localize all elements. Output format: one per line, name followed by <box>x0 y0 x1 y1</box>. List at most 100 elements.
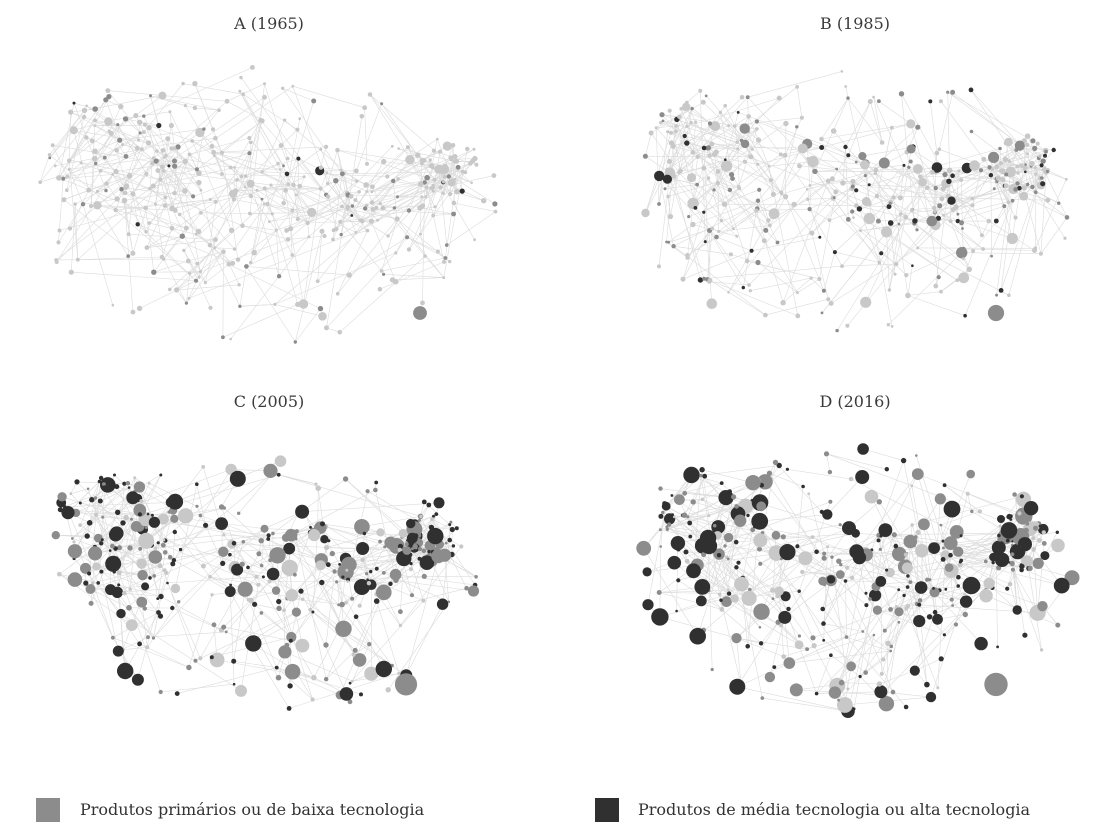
network-edge <box>69 150 164 229</box>
network-node <box>147 221 151 225</box>
network-node <box>126 232 131 237</box>
network-node <box>1041 168 1045 172</box>
network-node <box>285 237 291 242</box>
network-node <box>192 80 198 87</box>
network-node <box>117 583 121 587</box>
network-node <box>101 515 105 519</box>
network-edge <box>814 165 905 172</box>
network-node <box>56 175 62 181</box>
network-node <box>294 537 298 541</box>
network-node <box>808 184 812 187</box>
network-node <box>365 190 369 193</box>
network-node <box>776 462 782 469</box>
network-edge <box>876 195 1048 201</box>
network-node <box>493 209 498 214</box>
network-edge <box>160 596 222 631</box>
network-edge <box>377 207 395 221</box>
network-node <box>699 529 717 547</box>
network-node <box>97 479 102 484</box>
network-node <box>798 551 813 566</box>
network-edge <box>797 278 820 293</box>
network-node <box>717 229 721 234</box>
network-node <box>872 605 882 615</box>
network-edge <box>775 462 823 513</box>
network-node <box>830 555 834 559</box>
network-edge <box>918 604 945 635</box>
network-edge <box>864 164 870 204</box>
network-node <box>956 574 961 580</box>
network-node <box>966 469 975 479</box>
network-node <box>157 563 163 569</box>
network-node <box>754 208 759 213</box>
network-node <box>337 329 343 335</box>
network-node <box>87 571 92 576</box>
network-node <box>255 188 259 192</box>
network-edge <box>308 206 343 238</box>
network-edge <box>396 218 444 278</box>
network-node <box>755 127 759 131</box>
network-node <box>325 194 331 199</box>
network-node <box>224 586 236 597</box>
network-node <box>659 528 662 532</box>
network-edge <box>317 231 323 282</box>
network-node <box>721 201 728 207</box>
network-node <box>810 635 816 641</box>
network-edge <box>233 195 251 200</box>
network-node <box>863 174 867 178</box>
network-node <box>768 223 772 228</box>
network-edge <box>146 239 216 248</box>
network-node <box>436 598 449 610</box>
network-edge <box>884 127 893 164</box>
network-node <box>78 523 83 527</box>
network-node <box>56 240 61 245</box>
network-edge <box>809 208 830 221</box>
network-node <box>269 183 273 187</box>
network-node <box>391 178 396 184</box>
network-edge <box>717 181 740 189</box>
network-node <box>319 147 323 151</box>
network-edge <box>405 556 439 676</box>
network-node <box>276 161 280 166</box>
network-node <box>364 203 369 207</box>
network-edge <box>680 96 748 172</box>
panel-title-a: A (1965) <box>234 14 304 33</box>
network-node <box>350 204 355 208</box>
network-node <box>950 89 956 95</box>
network-edge <box>333 147 409 231</box>
network-edge <box>769 473 804 487</box>
network-edge <box>992 587 1018 611</box>
network-node <box>61 197 67 203</box>
network-node <box>104 181 109 186</box>
network-edge <box>714 125 742 141</box>
network-edge <box>656 125 677 128</box>
network-edge <box>74 204 79 260</box>
network-edge <box>961 560 1062 586</box>
network-edge <box>747 71 842 98</box>
network-edge <box>239 91 284 166</box>
network-node <box>244 264 249 269</box>
network-edge <box>150 95 186 106</box>
network-node <box>284 528 298 542</box>
network-node <box>359 218 365 224</box>
network-node <box>284 663 301 680</box>
network-edge <box>397 157 452 180</box>
network-node <box>194 232 198 236</box>
network-node <box>353 168 359 174</box>
network-edge <box>242 225 277 231</box>
network-edge <box>278 474 317 485</box>
network-node <box>736 560 741 565</box>
network-edge <box>446 211 496 246</box>
network-node <box>970 509 974 514</box>
network-edge <box>906 608 939 688</box>
network-node <box>979 589 993 603</box>
network-node <box>829 176 835 182</box>
network-edge <box>923 524 936 613</box>
network-node <box>195 482 199 486</box>
network-node <box>729 172 735 178</box>
network-node <box>684 558 690 564</box>
network-edge <box>68 112 71 161</box>
network-node <box>1012 492 1017 497</box>
network-node <box>797 143 808 154</box>
network-node <box>917 598 923 603</box>
network-edge <box>421 145 448 161</box>
